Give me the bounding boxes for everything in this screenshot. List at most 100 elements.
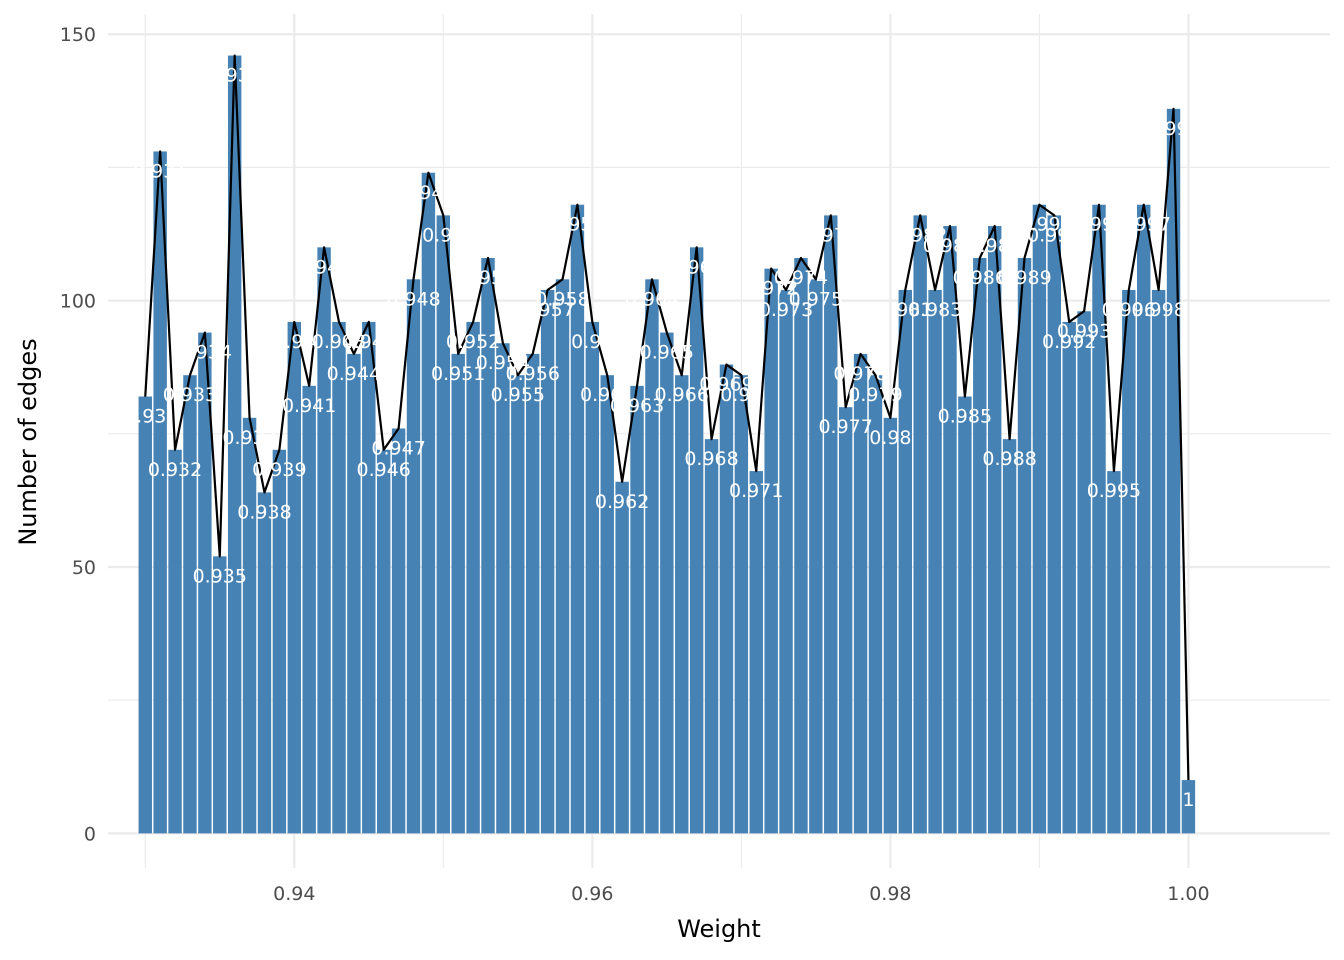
bar-value-label: 0.941: [282, 395, 336, 417]
bar: [630, 385, 644, 834]
bar-value-label: 0.962: [595, 491, 649, 513]
y-tick-label: 150: [60, 24, 96, 46]
bar: [466, 321, 480, 834]
y-tick-label: 50: [72, 557, 96, 579]
bar-value-label: 0.985: [938, 406, 992, 428]
bar: [347, 353, 361, 834]
bar-value-label: 0.94: [273, 331, 315, 353]
bar-value-label: 0.983: [908, 299, 962, 321]
bar-value-label: 0.988: [982, 448, 1036, 470]
bar-value-label: 0.964: [625, 288, 679, 310]
bar: [511, 375, 525, 834]
bar: [1017, 258, 1032, 834]
bar-value-label: 0.951: [431, 363, 485, 385]
x-tick-label: 0.94: [273, 883, 315, 905]
bar-value-label: 0.955: [491, 384, 545, 406]
bar: [928, 289, 942, 834]
bar: [719, 364, 734, 834]
y-tick-label: 100: [60, 291, 96, 313]
bar: [555, 279, 570, 834]
bar-value-label: 0.944: [327, 363, 381, 385]
bar: [1181, 780, 1196, 834]
y-axis-ticks: 0 50 100 150: [60, 24, 96, 845]
bar-value-label: 0.977: [818, 416, 872, 438]
bar: [526, 353, 540, 834]
bar: [272, 449, 287, 834]
bar-value-label: 0.933: [163, 384, 217, 406]
bar-value-label: 0.982: [893, 224, 947, 246]
bar: [645, 279, 659, 834]
bar-value-label: 0.948: [386, 288, 440, 310]
bar-value-label: 0.993: [1057, 320, 1111, 342]
bar-value-label: 0.965: [640, 342, 694, 364]
bar-value-label: 0.936: [207, 65, 261, 87]
y-axis-title: Number of edges: [14, 338, 42, 545]
bar-value-label: 0.995: [1087, 480, 1141, 502]
bar: [481, 258, 495, 834]
bar: [838, 407, 853, 834]
bar-value-label: 0.949: [401, 182, 455, 204]
bar: [257, 492, 272, 834]
bar-value-label: 0.947: [371, 437, 425, 459]
bar-value-label: 0.987: [967, 235, 1021, 257]
bar: [1092, 204, 1106, 834]
bar-value-label: 0.996: [1102, 299, 1156, 321]
bar: [540, 289, 555, 834]
bar: [362, 321, 376, 834]
bar: [660, 332, 674, 834]
bar: [317, 247, 331, 834]
y-tick-label: 0: [84, 823, 96, 845]
bar: [287, 321, 301, 834]
bar: [1151, 289, 1166, 834]
bar-value-label: 0.998: [1131, 299, 1185, 321]
bar: [421, 172, 436, 834]
bar-value-label: 0.954: [476, 352, 530, 374]
bar: [1032, 204, 1047, 834]
bar: [987, 226, 1002, 834]
bar-value-label: 0.938: [237, 501, 291, 523]
bar: [302, 385, 316, 834]
bar: [198, 332, 212, 834]
bar: [153, 151, 167, 834]
bar-value-label: 0.932: [148, 459, 202, 481]
bar: [913, 215, 927, 834]
bar-value-label: 0.95: [422, 224, 464, 246]
bar-value-label: 0.957: [520, 299, 574, 321]
bar: [779, 289, 793, 834]
bar: [570, 204, 585, 834]
bar: [973, 258, 987, 834]
bar: [675, 375, 689, 834]
bar-value-label: 0.942: [297, 256, 351, 278]
bar: [406, 279, 421, 834]
bar-value-label: 0.952: [446, 331, 500, 353]
bars: [138, 55, 1196, 834]
bar: [391, 428, 406, 834]
bar: [734, 375, 749, 834]
bar-value-label: 0.999: [1146, 118, 1200, 140]
bar: [1002, 439, 1017, 834]
bar-value-label: 0.967: [669, 256, 723, 278]
bar: [868, 375, 883, 834]
bar-value-label: 0.958: [535, 288, 589, 310]
bar-value-label: 0.972: [744, 278, 798, 300]
bar: [764, 268, 778, 834]
bar-value-label: 0.961: [580, 384, 634, 406]
bar: [794, 258, 808, 834]
bar-value-label: 0.943: [312, 331, 366, 353]
bar-value-label: 0.991: [1027, 224, 1081, 246]
bar: [883, 417, 898, 834]
x-axis-title: Weight: [677, 915, 761, 943]
bar: [1077, 311, 1091, 834]
bar: [496, 343, 510, 834]
bar-value-label: 0.959: [550, 214, 604, 236]
bar-value-label: 0.975: [789, 288, 843, 310]
bar: [943, 226, 957, 834]
bar-value-label: 0.976: [804, 224, 858, 246]
bar-value-label: 0.973: [759, 299, 813, 321]
bar: [898, 289, 912, 834]
bar-value-label: 0.97: [720, 384, 762, 406]
bar: [958, 396, 972, 834]
bar-value-label: 0.969: [699, 374, 753, 396]
bar: [138, 396, 152, 834]
